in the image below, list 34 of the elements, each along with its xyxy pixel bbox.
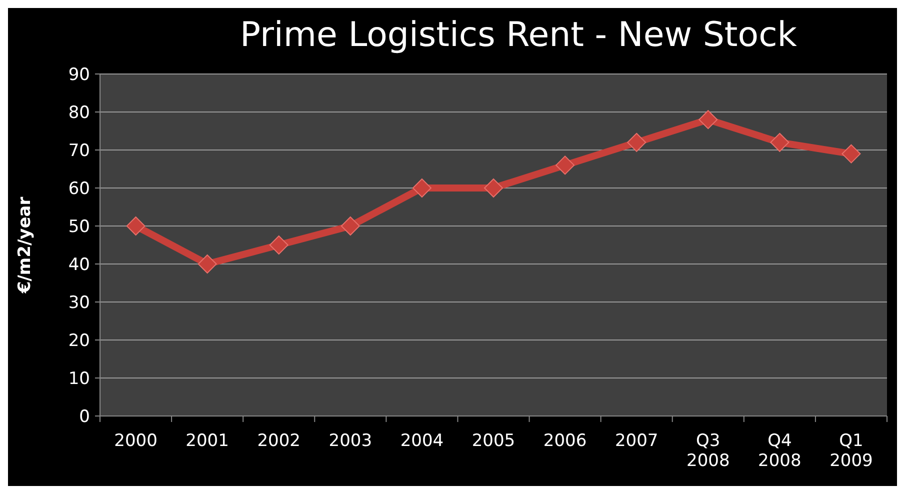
point <box>556 156 575 175</box>
y-axis-title: €/m2/year <box>15 196 35 294</box>
point <box>412 178 432 198</box>
x-tick-label: 2001 <box>186 431 229 451</box>
x-tick-label: Q3 2008 <box>686 431 730 471</box>
y-tick-label: 0 <box>79 406 90 427</box>
x-tick-label: 2000 <box>114 431 158 451</box>
x-tick-label: 2004 <box>400 431 444 451</box>
point <box>698 110 718 130</box>
x-tick-label: Q4 2008 <box>758 431 802 471</box>
point <box>269 236 288 254</box>
y-tick-label: 40 <box>68 254 90 275</box>
y-tick-label: 70 <box>68 140 90 161</box>
x-tick-label: 2002 <box>257 431 300 451</box>
x-tick-label: 2007 <box>614 431 658 451</box>
y-tick-label: 60 <box>68 178 90 199</box>
point <box>484 178 503 198</box>
chart-title: Prime Logistics Rent - New Stock <box>240 15 798 55</box>
x-tick-label: 2003 <box>328 431 372 451</box>
x-tick-label: 2005 <box>472 431 516 451</box>
y-tick-label: 30 <box>68 292 90 313</box>
point <box>842 144 861 164</box>
point <box>126 216 146 236</box>
y-tick-label: 10 <box>68 368 90 389</box>
y-tick-label: 20 <box>68 330 90 351</box>
point <box>627 132 646 152</box>
x-tick-label: Q1 2009 <box>830 431 873 471</box>
x-tick-label: 2006 <box>543 431 587 451</box>
y-tick-label: 80 <box>68 102 90 123</box>
y-tick-label: 90 <box>68 64 90 85</box>
point <box>198 254 217 274</box>
point <box>340 216 360 236</box>
y-tick-label: 50 <box>68 216 90 237</box>
point <box>770 132 790 152</box>
